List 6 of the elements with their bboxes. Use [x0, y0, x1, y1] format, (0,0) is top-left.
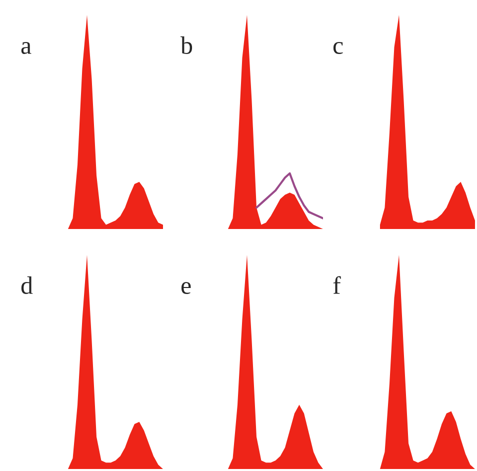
text: c — [333, 42, 343, 54]
text: f — [333, 276, 341, 294]
text: e — [181, 282, 191, 294]
text: b — [180, 36, 192, 54]
text: d — [21, 276, 33, 294]
text: a — [21, 42, 32, 54]
